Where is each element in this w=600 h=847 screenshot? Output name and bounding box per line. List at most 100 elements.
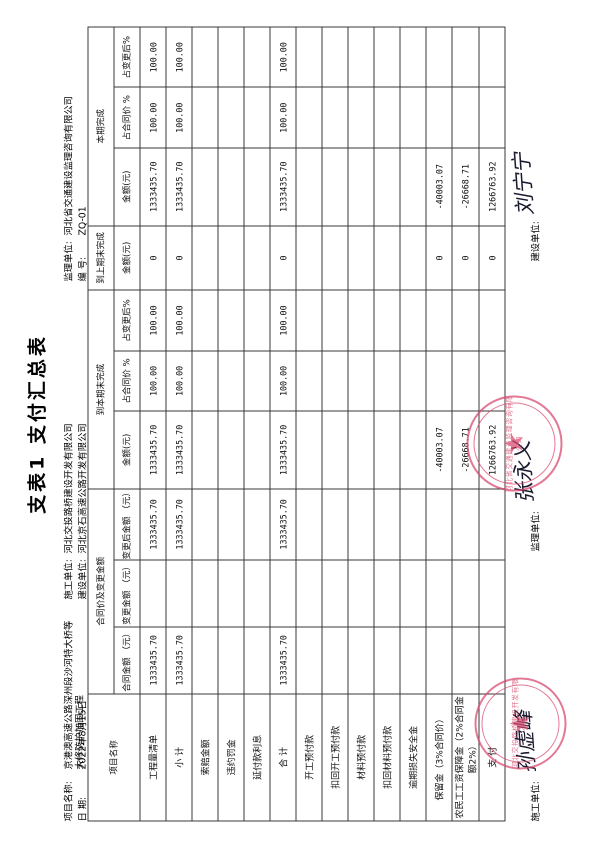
cell-cur-amount bbox=[321, 410, 348, 489]
table-row: 开工预付款 bbox=[295, 26, 322, 821]
cell-cur-pct-contract bbox=[399, 350, 426, 411]
cell-prev-amount: 0 bbox=[165, 225, 192, 290]
cell-cur-pct-after bbox=[399, 289, 426, 351]
cell-cur-pct-contract bbox=[373, 350, 400, 411]
cell-this-pct-contract: 100.00 bbox=[269, 86, 296, 148]
cell-change bbox=[165, 559, 192, 627]
row-label: 开工预付款 bbox=[295, 693, 322, 821]
header-cur-pct-after: 占变更后% bbox=[113, 289, 140, 351]
cell-after: 1333435.70 bbox=[139, 488, 166, 560]
cell-prev-amount: 0 bbox=[269, 225, 296, 290]
header-cur-pct-contract: 占合同价 % bbox=[113, 350, 140, 411]
cell-cur-amount bbox=[217, 410, 244, 489]
cell-change bbox=[139, 559, 166, 627]
table-row: 材料预付款 bbox=[347, 26, 374, 821]
cell-cur-pct-after: 100.00 bbox=[269, 289, 296, 351]
row-label: 逾期损失安全金 bbox=[399, 693, 426, 821]
cell-change bbox=[399, 559, 426, 627]
cell-after bbox=[295, 488, 322, 560]
cell-this-amount bbox=[217, 147, 244, 226]
cell-prev-amount: 0 bbox=[139, 225, 166, 290]
signature-footer: 施工单位: 监理单位: 建设单位: 孙虚峰 张永义 刘宁宁 bbox=[509, 26, 557, 821]
cell-this-pct-contract bbox=[321, 86, 348, 148]
cell-this-pct-contract bbox=[399, 86, 426, 148]
cell-cur-pct-after: 100.00 bbox=[139, 289, 166, 351]
cell-contract bbox=[243, 626, 270, 694]
cell-this-pct-contract bbox=[295, 86, 322, 148]
cell-cur-pct-contract: 100.00 bbox=[165, 350, 192, 411]
cell-contract bbox=[478, 626, 505, 694]
cell-cur-pct-contract: 100.00 bbox=[139, 350, 166, 411]
cell-this-pct-contract bbox=[191, 86, 218, 148]
cell-after: 1333435.70 bbox=[165, 488, 192, 560]
cell-cur-pct-after bbox=[321, 289, 348, 351]
cell-prev-amount: 0 bbox=[425, 225, 452, 290]
cell-cur-pct-contract bbox=[243, 350, 270, 411]
cell-this-pct-after: 100.00 bbox=[269, 26, 296, 87]
table-row: 违约罚金 bbox=[217, 26, 244, 821]
table-row: 支 付 1266763.92 0 1266763.92 bbox=[478, 26, 505, 821]
cell-change bbox=[321, 559, 348, 627]
cell-this-pct-contract bbox=[243, 86, 270, 148]
row-label: 合 计 bbox=[269, 693, 296, 821]
cell-cur-amount bbox=[373, 410, 400, 489]
cell-this-pct-after: 100.00 bbox=[139, 26, 166, 87]
cell-prev-amount: 0 bbox=[478, 225, 505, 290]
cell-cur-pct-contract bbox=[295, 350, 322, 411]
cell-cur-amount: 1333435.70 bbox=[269, 410, 296, 489]
cell-this-pct-after bbox=[321, 26, 348, 87]
cell-contract bbox=[399, 626, 426, 694]
cell-this-amount bbox=[373, 147, 400, 226]
date-label: 日 期: bbox=[77, 796, 88, 821]
cell-contract bbox=[191, 626, 218, 694]
serial-label: 编 号: bbox=[77, 256, 88, 281]
form-meta-header: 项目名称: 京港澳高速公路深州段沙河特大桥等大修防护加固工程 施工单位: 河北交… bbox=[63, 26, 88, 821]
cell-prev-amount bbox=[321, 225, 348, 290]
cell-cur-pct-contract bbox=[217, 350, 244, 411]
header-group-thisperiod: 本期完成 bbox=[87, 26, 114, 226]
cell-change bbox=[451, 559, 479, 627]
header-this-pct-after: 占变更后% bbox=[113, 26, 140, 87]
cell-cur-amount: -40003.07 bbox=[425, 410, 452, 489]
cell-cur-pct-after bbox=[347, 289, 374, 351]
cell-cur-pct-contract bbox=[347, 350, 374, 411]
signature-contractor: 孙虚峰 bbox=[510, 709, 540, 774]
row-label: 扣回开工预付款 bbox=[321, 693, 348, 821]
table-body: 工程量清单 1333435.70 1333435.70 1333435.70 100.0… bbox=[139, 26, 505, 821]
cell-cur-pct-after bbox=[451, 289, 479, 351]
cell-this-pct-contract bbox=[425, 86, 452, 148]
row-label: 工程量清单 bbox=[139, 693, 166, 821]
cell-change bbox=[295, 559, 322, 627]
cell-this-pct-contract bbox=[347, 86, 374, 148]
row-label: 违约罚金 bbox=[217, 693, 244, 821]
cell-after bbox=[478, 488, 505, 560]
table-row: 合 计 1333435.70 1333435.70 1333435.70 100.00 1… bbox=[269, 26, 296, 821]
cell-after bbox=[191, 488, 218, 560]
cell-cur-pct-after bbox=[191, 289, 218, 351]
table-row: 扣回开工预付款 bbox=[321, 26, 348, 821]
row-label: 支 付 bbox=[478, 693, 505, 821]
cell-this-pct-after bbox=[399, 26, 426, 87]
cell-this-pct-contract: 100.00 bbox=[139, 86, 166, 148]
row-label: 小 计 bbox=[165, 693, 192, 821]
cell-after bbox=[451, 488, 479, 560]
header-this-amount: 金额(元) bbox=[113, 147, 140, 226]
row-label: 延付款利息 bbox=[243, 693, 270, 821]
header-contract-amount: 合同金额 （元） bbox=[113, 626, 140, 694]
cell-cur-pct-contract bbox=[425, 350, 452, 411]
cell-after bbox=[373, 488, 400, 560]
cell-change bbox=[347, 559, 374, 627]
payment-summary-table: 项目名称 合同价及变更金额 到本期末完成 到上期末完成 本期完成 合同金额 （元… bbox=[87, 26, 505, 821]
header-after-change-amount: 变更后金额 （元） bbox=[113, 487, 140, 560]
cell-this-pct-after bbox=[243, 26, 270, 87]
signature-supervisor: 张永义 bbox=[508, 439, 538, 504]
cell-contract bbox=[295, 626, 322, 694]
header-rowname: 项目名称 bbox=[87, 693, 140, 821]
supervisor-value: 河北省交通建设监理咨询有限公司 bbox=[63, 95, 74, 235]
cell-contract bbox=[373, 626, 400, 694]
footer-contractor-label: 施工单位: bbox=[530, 780, 541, 821]
cell-this-amount: 1333435.70 bbox=[269, 147, 296, 226]
footer-owner-label: 建设单位: bbox=[530, 220, 541, 261]
cell-cur-pct-contract bbox=[191, 350, 218, 411]
cell-cur-amount bbox=[191, 410, 218, 489]
